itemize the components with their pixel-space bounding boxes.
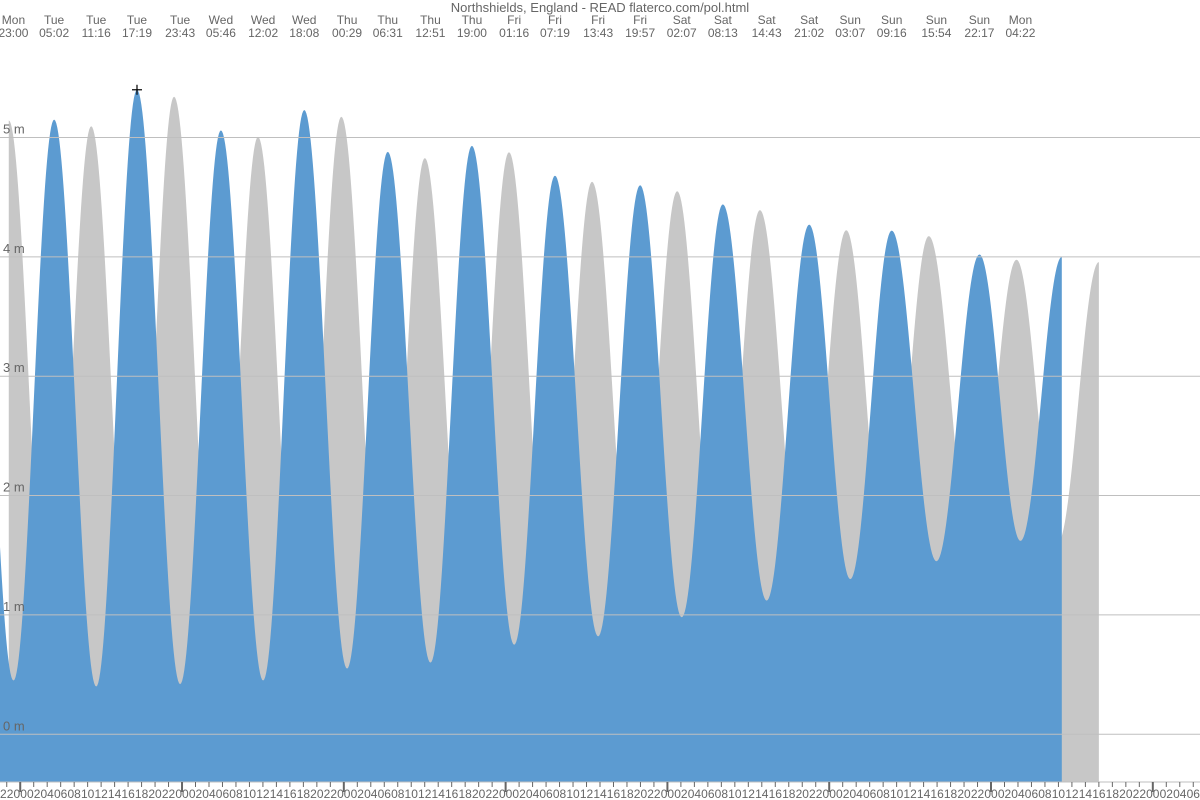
x-tick-label: 20: [634, 787, 648, 800]
x-tick-label: 06: [701, 787, 715, 800]
x-tick-label: 16: [930, 787, 944, 800]
x-tick-label: 02: [351, 787, 365, 800]
x-tick-label: 02: [512, 787, 526, 800]
x-tick-label: 08: [391, 787, 405, 800]
x-tick-label: 04: [41, 787, 55, 800]
x-tick-label: 10: [890, 787, 904, 800]
x-tick-label: 08: [1038, 787, 1052, 800]
x-tick-label: 08: [67, 787, 81, 800]
x-tick-label: 00: [337, 787, 351, 800]
x-tick-label: 00: [1146, 787, 1160, 800]
x-tick-label: 02: [836, 787, 850, 800]
x-tick-label: 02: [1160, 787, 1174, 800]
x-tick-label: 08: [229, 787, 243, 800]
x-tick-label: 18: [297, 787, 311, 800]
x-tick-label: 12: [418, 787, 432, 800]
x-tick-label: 20: [310, 787, 324, 800]
x-tick-label: 20: [472, 787, 486, 800]
x-tick-label: 04: [364, 787, 378, 800]
x-tick-label: 14: [1079, 787, 1093, 800]
x-tick-label: 06: [54, 787, 68, 800]
x-tick-label: 12: [580, 787, 594, 800]
x-tick-label: 06: [539, 787, 553, 800]
x-tick-label: 16: [283, 787, 297, 800]
x-tick-label: 18: [620, 787, 634, 800]
x-tick-label: 04: [202, 787, 216, 800]
x-tick-label: 00: [984, 787, 998, 800]
x-tick-label: 20: [796, 787, 810, 800]
x-tick-label: 08: [715, 787, 729, 800]
x-tick-label: 12: [742, 787, 756, 800]
x-tick-label: 20: [1119, 787, 1133, 800]
x-tick-label: 02: [674, 787, 688, 800]
y-tick-label: 1 m: [3, 599, 25, 614]
x-tick-label: 12: [1065, 787, 1079, 800]
x-tick-label: 02: [27, 787, 41, 800]
x-tick-label: 22: [1133, 787, 1147, 800]
x-tick-label: 00: [823, 787, 837, 800]
x-tick-label: 18: [1106, 787, 1120, 800]
tide-chart: Northshields, England - READ flaterco.co…: [0, 0, 1200, 800]
x-tick-label: 08: [553, 787, 567, 800]
x-tick-label: 20: [148, 787, 162, 800]
x-tick-label: 14: [755, 787, 769, 800]
x-tick-label: 10: [405, 787, 419, 800]
x-tick-label: 06: [1187, 787, 1200, 800]
x-tick-label: 16: [445, 787, 459, 800]
plot-svg: 0 m1 m2 m3 m4 m5 m2200020406081012141618…: [0, 0, 1200, 800]
x-tick-label: 18: [782, 787, 796, 800]
x-tick-label: 10: [243, 787, 257, 800]
x-tick-label: 04: [1011, 787, 1025, 800]
y-tick-label: 2 m: [3, 480, 25, 495]
x-tick-label: 08: [876, 787, 890, 800]
x-tick-label: 14: [108, 787, 122, 800]
x-tick-label: 16: [121, 787, 135, 800]
x-tick-label: 12: [94, 787, 108, 800]
x-tick-label: 22: [809, 787, 823, 800]
x-tick-label: 12: [903, 787, 917, 800]
x-tick-label: 18: [944, 787, 958, 800]
x-tick-label: 16: [1092, 787, 1106, 800]
x-tick-label: 04: [1173, 787, 1187, 800]
y-tick-label: 3 m: [3, 360, 25, 375]
x-tick-label: 04: [850, 787, 864, 800]
y-tick-label: 0 m: [3, 718, 25, 733]
x-tick-label: 06: [378, 787, 392, 800]
x-tick-label: 16: [607, 787, 621, 800]
x-tick-label: 22: [971, 787, 985, 800]
y-tick-label: 5 m: [3, 122, 25, 137]
x-tick-label: 00: [499, 787, 513, 800]
x-tick-label: 04: [688, 787, 702, 800]
x-tick-label: 00: [14, 787, 28, 800]
x-tick-label: 10: [81, 787, 95, 800]
x-tick-label: 16: [769, 787, 783, 800]
x-tick-label: 18: [458, 787, 472, 800]
x-tick-label: 02: [998, 787, 1012, 800]
x-tick-label: 22: [162, 787, 176, 800]
x-tick-label: 04: [526, 787, 540, 800]
x-tick-label: 00: [661, 787, 675, 800]
x-tick-label: 22: [0, 787, 14, 800]
x-tick-label: 02: [189, 787, 203, 800]
x-tick-label: 14: [270, 787, 284, 800]
x-tick-label: 06: [1025, 787, 1039, 800]
x-tick-label: 00: [175, 787, 189, 800]
x-tick-label: 22: [485, 787, 499, 800]
x-tick-label: 14: [593, 787, 607, 800]
x-tick-label: 22: [324, 787, 338, 800]
x-tick-label: 06: [863, 787, 877, 800]
x-tick-label: 10: [566, 787, 580, 800]
x-tick-label: 20: [957, 787, 971, 800]
x-tick-label: 14: [917, 787, 931, 800]
y-tick-label: 4 m: [3, 241, 25, 256]
x-tick-label: 22: [647, 787, 661, 800]
x-tick-label: 10: [728, 787, 742, 800]
x-tick-label: 12: [256, 787, 270, 800]
x-tick-label: 10: [1052, 787, 1066, 800]
x-tick-label: 06: [216, 787, 230, 800]
x-tick-label: 18: [135, 787, 149, 800]
x-tick-label: 14: [432, 787, 446, 800]
